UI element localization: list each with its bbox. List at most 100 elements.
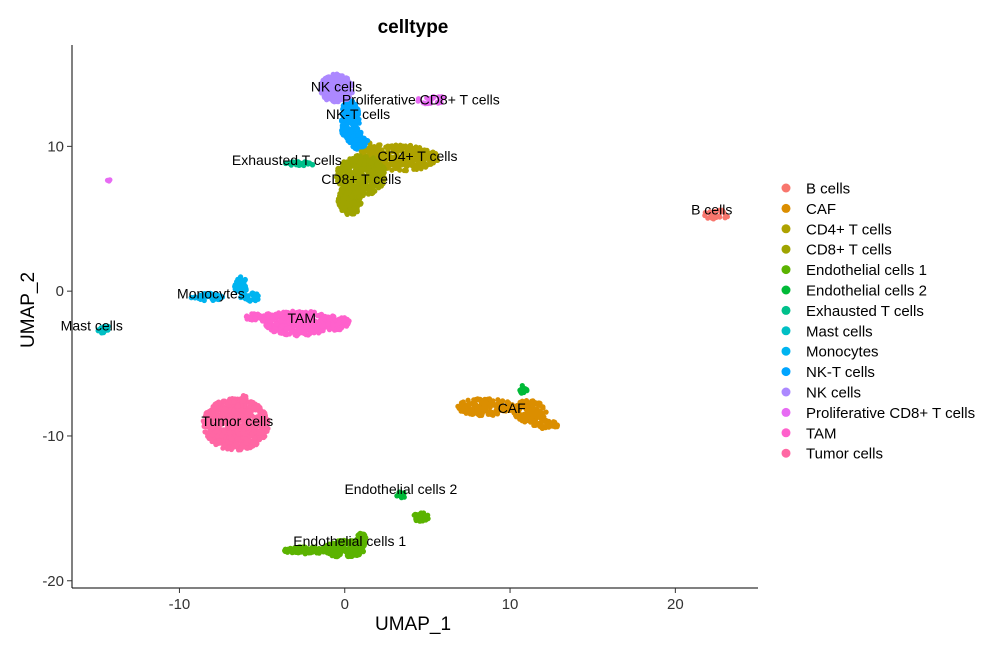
legend-key [781,265,791,275]
point [247,314,253,321]
point [478,412,484,418]
legend-key [781,407,791,417]
point [346,114,352,120]
point [537,415,543,421]
point [723,212,729,218]
point [311,323,317,329]
point [312,318,318,324]
point [273,321,279,327]
point [355,552,361,558]
point [707,209,713,215]
point [282,548,288,554]
point [531,422,537,428]
series-nk-t-cells [339,97,371,152]
point [494,409,500,415]
point [718,209,724,215]
point [335,551,341,558]
point [516,407,522,413]
point [340,94,346,100]
point [316,550,322,556]
point [286,160,292,166]
point [395,146,402,153]
point [423,517,429,523]
point [357,194,363,200]
point [235,436,241,442]
point [375,177,381,183]
legend-label: Endothelial cells 2 [806,283,927,300]
point [369,182,375,188]
point [351,199,357,205]
point [407,160,413,166]
point [214,427,220,434]
point [342,89,349,95]
point [218,294,224,301]
point [528,409,535,415]
point [346,182,352,189]
legend-item-tam: TAM [781,425,837,442]
point [301,549,307,555]
point [349,553,355,560]
point [307,331,313,337]
point [375,172,381,178]
cluster-label-tumor-cells: Tumor cells [201,413,273,429]
point [339,202,345,208]
legend-label: CD8+ T cells [806,242,892,259]
point [251,405,257,411]
point [436,94,442,100]
legend-key [781,346,791,356]
point [355,203,361,209]
point [335,168,341,174]
point [460,400,466,406]
point [357,153,363,159]
point [231,408,237,414]
cluster-label-tam: TAM [288,310,317,326]
point [297,320,303,326]
point [249,400,255,406]
point [318,328,324,334]
point [260,317,266,323]
point [229,445,235,451]
point [200,296,206,302]
point [385,143,391,149]
cluster-label-cd8plus-t-cells: CD8+ T cells [321,171,401,187]
point [228,418,235,424]
point [256,437,263,443]
point [336,538,342,544]
point [329,553,335,559]
point [432,150,439,157]
point [231,399,237,405]
point [289,550,295,556]
point [322,547,328,553]
point [413,517,419,524]
point [344,189,350,196]
x-tick-label: 10 [502,596,519,613]
point [241,426,247,432]
cluster-label-endothelial-cells-2: Endothelial cells 2 [344,481,457,497]
legend-key [781,448,791,458]
point [352,157,358,163]
y-axis-title: UMAP_2 [18,272,39,348]
point [487,402,493,408]
point [220,411,226,417]
point [279,323,285,329]
point [289,328,295,334]
point [330,83,336,89]
point [341,317,347,324]
point [290,322,297,328]
cluster-label-cd4plus-t-cells: CD4+ T cells [377,148,457,164]
point [303,324,309,330]
point [358,166,365,172]
point [360,533,366,539]
point [343,76,349,82]
point [440,95,446,101]
point [523,418,529,424]
x-tick-label: -10 [169,596,191,613]
point [221,418,227,424]
point [244,411,250,417]
legend-item-proliferative-cd8plus-t-cells: Proliferative CD8+ T cells [781,405,975,422]
point [279,311,285,317]
series-monocytes [188,274,261,304]
point [530,402,536,408]
legend-item-cd8plus-t-cells: CD8+ T cells [781,242,892,259]
